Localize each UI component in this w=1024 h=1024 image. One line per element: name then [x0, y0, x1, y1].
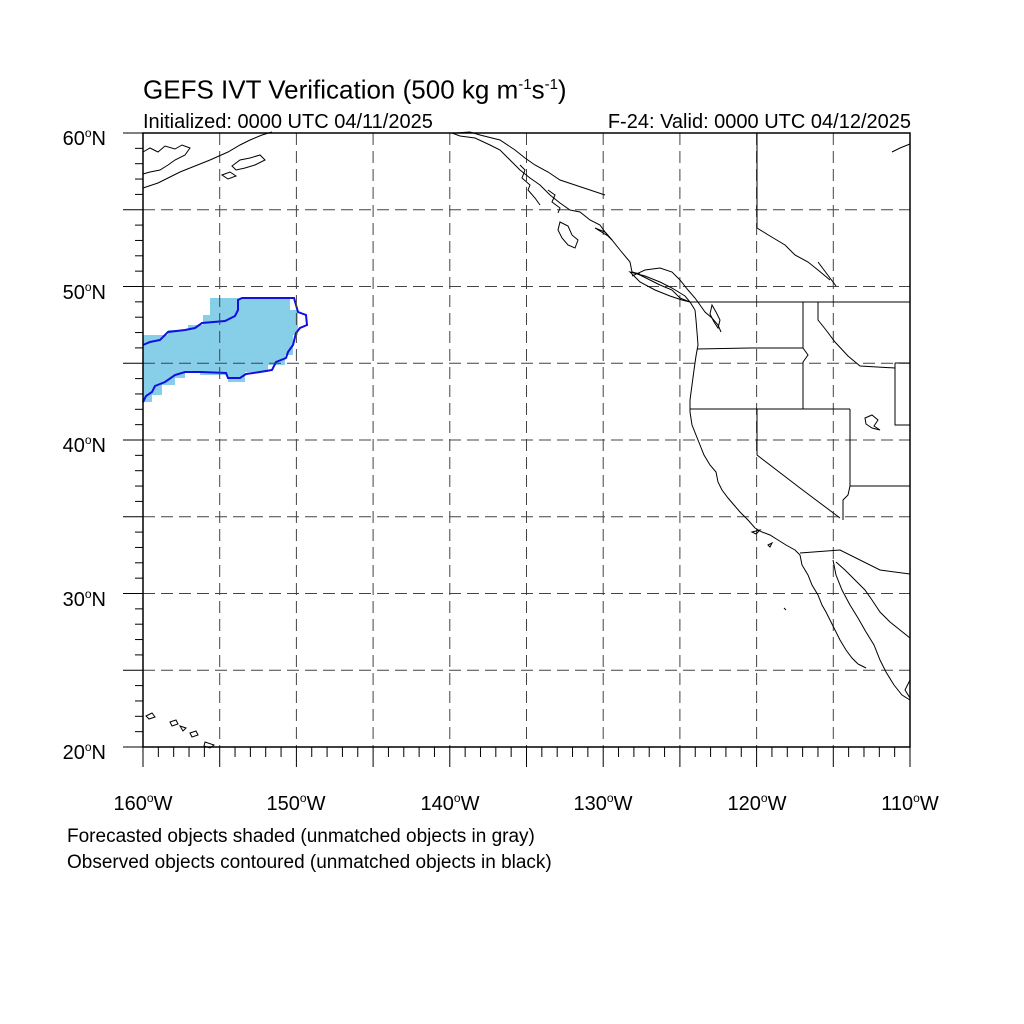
lat-label-50: 50oN: [62, 280, 106, 304]
lon-label-150w: 150oW: [266, 791, 326, 815]
lon-label-140w: 140oW: [420, 791, 480, 815]
lat-label-30: 30oN: [62, 587, 106, 611]
legend-forecast-note: Forecasted objects shaded (unmatched obj…: [67, 826, 535, 847]
legend-observed-note: Observed objects contoured (unmatched ob…: [67, 852, 552, 873]
lon-label-120w: 120oW: [727, 791, 787, 815]
map-title: GEFS IVT Verification (500 kg m-1s-1): [143, 74, 567, 105]
lon-label-130w: 130oW: [573, 791, 633, 815]
political-borders: [690, 133, 911, 575]
gridlines: [143, 133, 910, 747]
axis-ticks: [123, 132, 911, 767]
lat-label-40: 40oN: [62, 433, 106, 457]
forecast-object: [143, 298, 298, 402]
coastlines: [142, 131, 911, 749]
lat-label-60: 60oN: [62, 126, 106, 150]
lon-label-110w: 110oW: [881, 791, 939, 815]
lon-label-160w: 160oW: [113, 791, 173, 815]
valid-time-label: F-24: Valid: 0000 UTC 04/12/2025: [607, 111, 911, 133]
lat-label-20: 20oN: [62, 740, 106, 764]
initialized-label: Initialized: 0000 UTC 04/11/2025: [143, 111, 433, 133]
